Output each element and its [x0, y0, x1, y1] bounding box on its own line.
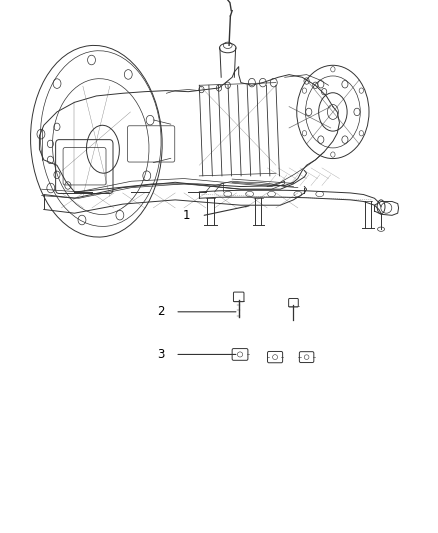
Text: 3: 3 — [157, 348, 164, 361]
Text: 1: 1 — [183, 209, 191, 222]
Text: 2: 2 — [157, 305, 164, 318]
